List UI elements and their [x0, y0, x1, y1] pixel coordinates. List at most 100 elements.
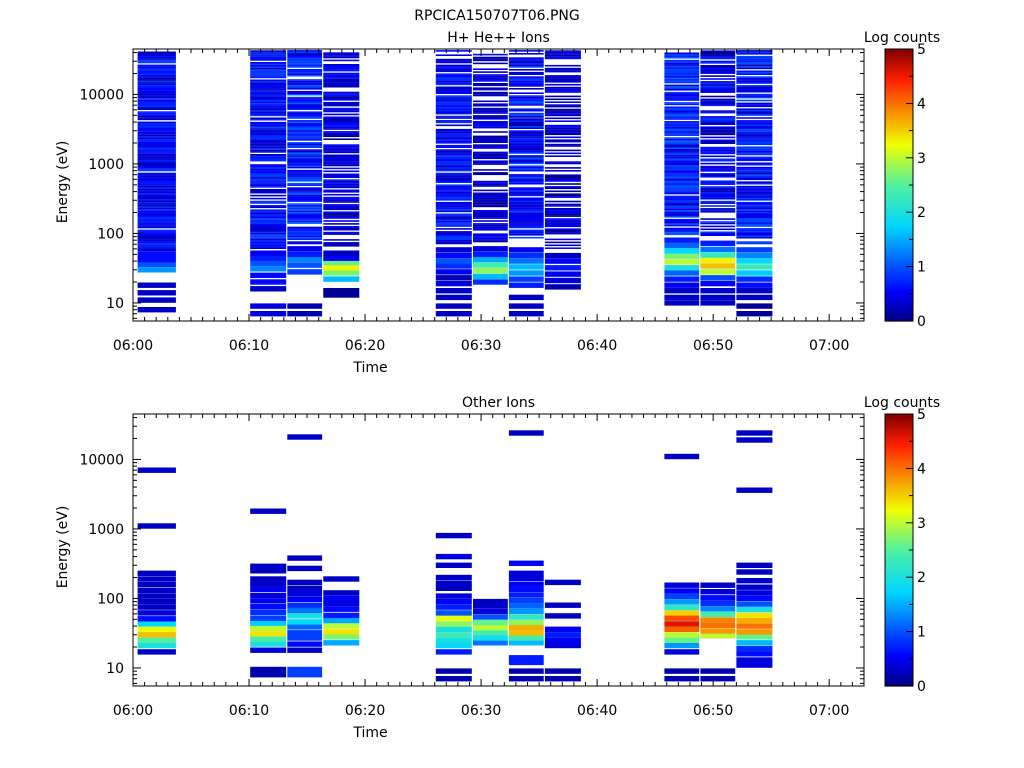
heatmap-cell: [473, 87, 508, 89]
heatmap-cell: [700, 231, 736, 234]
heatmap-cell: [664, 61, 700, 63]
heatmap-cell: [508, 149, 544, 151]
heatmap-cell: [323, 623, 360, 629]
heatmap-cell: [664, 183, 700, 186]
heatmap-cell: [664, 72, 700, 75]
heatmap-cell: [137, 53, 176, 55]
heatmap-cell: [287, 111, 323, 113]
heatmap-cell: [508, 146, 544, 148]
heatmap-cell: [137, 261, 176, 267]
colorbar-swatch: [885, 448, 913, 451]
time-column: [473, 53, 508, 285]
x-tick-label: 06:50: [693, 703, 733, 719]
heatmap-cell: [664, 99, 700, 101]
heatmap-cell: [287, 152, 323, 154]
colorbar-swatch: [885, 282, 913, 286]
heatmap-cell: [700, 263, 736, 269]
heatmap-cell: [473, 608, 508, 615]
heatmap-cell: [435, 193, 472, 195]
colorbar-swatch: [885, 166, 913, 170]
heatmap-cell: [736, 584, 773, 590]
heatmap-cell: [435, 90, 472, 93]
heatmap-cell: [736, 89, 773, 92]
heatmap-cell: [544, 57, 581, 60]
colorbar-swatch: [885, 289, 913, 293]
heatmap-cell: [736, 175, 773, 178]
heatmap-cell: [700, 129, 736, 131]
heatmap-cell: [736, 188, 773, 191]
heatmap-cell: [544, 124, 581, 127]
heatmap-cell: [250, 508, 287, 514]
heatmap-cell: [250, 151, 287, 153]
colorbar-swatch: [885, 130, 913, 134]
heatmap-cell: [137, 251, 176, 258]
heatmap-cell: [287, 166, 323, 169]
colorbar-swatch: [885, 618, 913, 621]
heatmap-cell: [137, 104, 176, 106]
time-column: [736, 50, 773, 317]
heatmap-cell: [473, 630, 508, 636]
heatmap-cell: [700, 606, 736, 612]
heatmap-cell: [137, 177, 176, 179]
heatmap-cell: [250, 245, 287, 248]
time-column: [473, 598, 508, 646]
colorbar-swatch: [885, 545, 913, 549]
colorbar-swatch: [885, 486, 913, 490]
heatmap-cell: [473, 236, 508, 238]
heatmap-cell: [700, 101, 736, 104]
heatmap-cell: [544, 98, 581, 101]
heatmap-cell: [664, 178, 700, 180]
colorbar-swatch: [885, 300, 913, 304]
heatmap-cell: [323, 179, 360, 181]
colorbar-swatch: [885, 497, 913, 501]
heatmap-cell: [544, 632, 581, 638]
heatmap-cell: [137, 143, 176, 146]
colorbar-swatch: [885, 556, 913, 560]
heatmap-cell: [736, 228, 773, 230]
heatmap-cell: [664, 642, 700, 649]
heatmap-cell: [664, 116, 700, 119]
heatmap-cell: [287, 105, 323, 108]
heatmap-cell: [287, 134, 323, 137]
heatmap-cell: [435, 194, 472, 197]
heatmap-cell: [287, 630, 323, 636]
colorbar-swatch: [885, 561, 913, 565]
y-tick-label: 1000: [88, 522, 124, 538]
heatmap-cell: [473, 151, 508, 154]
colorbar-swatch: [885, 613, 913, 617]
heatmap-cell: [736, 86, 773, 89]
heatmap-cell: [664, 182, 700, 184]
heatmap-cell: [137, 593, 176, 599]
heatmap-cell: [287, 585, 323, 591]
heatmap-cell: [508, 575, 544, 581]
heatmap-cell: [250, 83, 287, 86]
heatmap-cell: [736, 181, 773, 183]
heatmap-cell: [664, 242, 700, 249]
heatmap-cell: [700, 89, 736, 92]
heatmap-cell: [435, 621, 472, 627]
heatmap-cell: [287, 165, 323, 167]
heatmap-cell: [137, 621, 176, 627]
heatmap-cell: [435, 169, 472, 172]
colorbar-swatch: [885, 69, 913, 73]
colorbar-swatch: [885, 307, 913, 311]
heatmap-cell: [435, 668, 472, 674]
heatmap-cell: [250, 241, 287, 244]
heatmap-cell: [508, 210, 544, 213]
heatmap-cell: [137, 175, 176, 178]
heatmap-cell: [435, 70, 472, 73]
heatmap-cell: [664, 91, 700, 94]
heatmap-cell: [287, 98, 323, 100]
heatmap-cell: [664, 144, 700, 147]
heatmap-cell: [473, 246, 508, 252]
colorbar-swatch: [885, 420, 913, 424]
heatmap-cell: [508, 581, 544, 587]
heatmap-cell: [544, 86, 581, 89]
heatmap-cell: [323, 185, 360, 187]
colorbar-swatch: [885, 425, 913, 429]
heatmap-cell: [473, 234, 508, 237]
heatmap-cell: [700, 103, 736, 105]
heatmap-cell: [473, 154, 508, 157]
heatmap-cell: [323, 176, 360, 178]
